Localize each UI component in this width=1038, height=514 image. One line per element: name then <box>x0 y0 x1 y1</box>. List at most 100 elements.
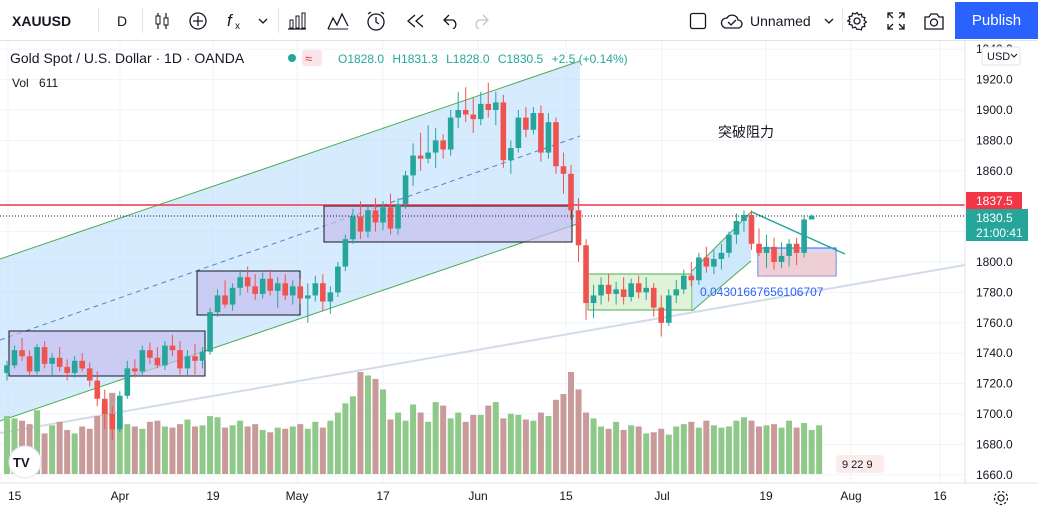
volume-bar <box>41 433 48 474</box>
volume-bar <box>410 404 417 474</box>
candle <box>432 128 439 168</box>
candles-icon[interactable] <box>148 0 176 41</box>
flag-upper-line[interactable] <box>691 211 752 272</box>
descending-trend-line[interactable] <box>751 211 846 255</box>
volume-bar <box>793 427 800 474</box>
volume-bar <box>387 419 394 474</box>
volume-bar <box>372 378 379 474</box>
volume-bar <box>628 425 635 474</box>
candle <box>395 198 401 235</box>
candle <box>207 307 213 355</box>
chart-legend: Gold Spot / U.S. Dollar · 1D · OANDA ≈ O… <box>10 50 628 90</box>
legend-close: C1830.5 <box>498 52 544 66</box>
candle <box>703 246 710 273</box>
channel-middle-line[interactable] <box>0 135 581 341</box>
volume-bar <box>124 424 131 474</box>
volume-bar <box>575 389 582 474</box>
volume-bar <box>492 402 499 474</box>
candle <box>665 289 672 326</box>
candle <box>455 91 461 129</box>
volume-bar <box>259 429 266 474</box>
volume-bar <box>214 417 221 474</box>
tradingview-logo[interactable]: TV <box>8 445 42 479</box>
interval-selector[interactable]: D <box>116 12 128 29</box>
number-note[interactable]: 0.04301667656106707 <box>700 285 824 299</box>
candle <box>500 94 507 168</box>
trend-line-long[interactable] <box>0 264 966 434</box>
flag-line[interactable] <box>691 260 752 312</box>
layout-icon[interactable] <box>686 0 710 41</box>
candle <box>320 274 326 311</box>
compare-icon[interactable] <box>324 0 352 41</box>
candle <box>410 143 416 186</box>
candle <box>515 110 522 153</box>
volume-bar <box>229 425 236 474</box>
legend-change: +2.5 (+0.14%) <box>552 52 628 66</box>
candle <box>147 342 153 364</box>
volume-bar <box>395 412 402 474</box>
volume-bar <box>605 428 612 474</box>
volume-bar <box>176 424 183 474</box>
replay-icon[interactable] <box>402 0 428 41</box>
volume-bar <box>635 426 642 474</box>
templates-icon[interactable] <box>284 0 310 41</box>
candle <box>365 204 371 238</box>
time-axis-bg <box>0 483 1038 514</box>
svg-text:f: f <box>227 11 234 30</box>
volume-bar <box>477 414 484 474</box>
volume-bar <box>432 402 439 474</box>
undo-icon[interactable] <box>438 0 464 41</box>
currency-selector[interactable] <box>981 46 1021 66</box>
candle <box>169 334 176 357</box>
candle <box>485 82 492 118</box>
volume-legend: Vol 611 <box>12 76 58 90</box>
channel-upper-line[interactable] <box>0 60 581 260</box>
volume-bar <box>756 426 762 474</box>
candle <box>726 231 732 258</box>
candle <box>117 391 123 433</box>
symbol-search[interactable]: XAUUSD <box>12 12 72 29</box>
gear-icon[interactable] <box>844 0 870 41</box>
redo-icon[interactable] <box>468 0 494 41</box>
volume-bar <box>552 399 559 474</box>
layout-name-menu[interactable]: Unnamed <box>720 0 840 41</box>
time-tick-label: May <box>286 489 309 503</box>
breakout-note[interactable]: 突破阻力 <box>718 124 774 140</box>
volume-bar <box>740 417 747 474</box>
volume-value: 611 <box>39 76 58 90</box>
price-axis[interactable]: 1660.0 1680.0 1700.0 1720.0 1740.0 1760.0 1780… <box>964 41 1038 483</box>
gear-icon[interactable] <box>993 490 1009 506</box>
fullscreen-icon[interactable] <box>884 0 908 41</box>
wave-icon[interactable] <box>302 50 322 66</box>
candle <box>575 198 582 262</box>
volume-bar <box>733 420 740 474</box>
candle <box>282 274 289 300</box>
camera-icon[interactable] <box>922 0 946 41</box>
legend-title: Gold Spot / U.S. Dollar · 1D · OANDA <box>10 50 245 66</box>
time-axis[interactable]: 15 Apr 19 May 17 Jun 15 Jul 19 Aug 16 <box>0 482 1038 514</box>
volume-bar <box>695 427 702 474</box>
legend-high: H1831.3 <box>392 52 438 66</box>
candle <box>297 278 304 305</box>
volume-bar <box>530 420 537 474</box>
time-tick-label: 19 <box>759 489 773 503</box>
candle <box>64 359 70 381</box>
volume-bar <box>425 421 432 474</box>
candle <box>425 125 431 164</box>
publish-button[interactable]: Publish <box>955 2 1038 39</box>
candle <box>34 344 40 375</box>
candle <box>635 275 642 299</box>
candle <box>583 239 589 320</box>
candle <box>605 274 612 302</box>
indicators-icon[interactable] <box>184 0 212 41</box>
candlesticks <box>4 82 815 440</box>
chevron-down-icon <box>824 18 834 24</box>
candle <box>538 105 544 162</box>
alert-icon[interactable] <box>362 0 390 41</box>
price-chart[interactable]: 突破阻力 0.04301667656106707 Gold Spot / U.S… <box>0 41 1038 514</box>
volume-bar <box>583 412 590 474</box>
candle <box>748 210 755 250</box>
time-tick-label: 16 <box>933 489 947 503</box>
toolbar-divider <box>842 8 843 33</box>
